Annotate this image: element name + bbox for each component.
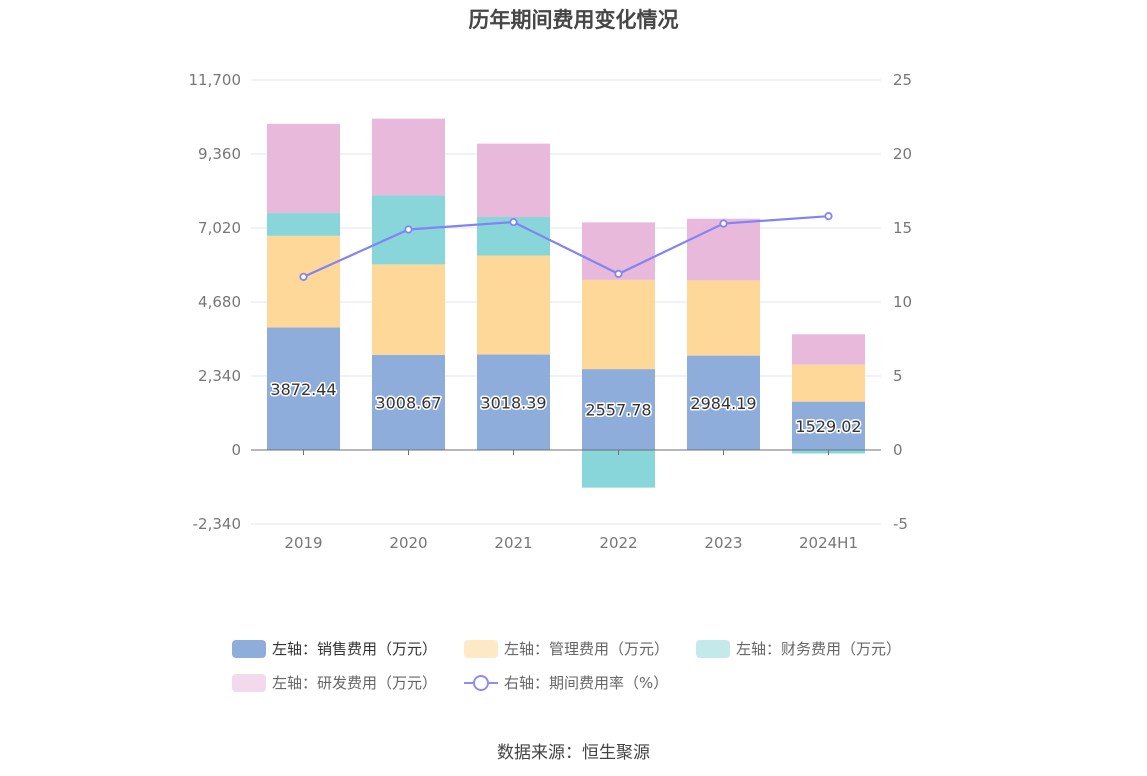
legend-label-sales: 左轴：销售费用（万元） [272,640,438,658]
left-tick-label: 9,360 [198,145,241,163]
rate-point [614,269,623,278]
bar-segment-3 [267,213,340,236]
x-tick-label: 2024H1 [799,534,858,552]
legend-swatch-finance [696,639,730,658]
legend-label-rate: 右轴：期间费用率（%） [504,674,669,692]
grid-lines [251,79,881,525]
bar-segment-2 [477,255,550,355]
bar-segment-2 [267,235,340,328]
bar-value-label: 3008.67 [375,393,441,412]
left-tick-label: 4,680 [198,293,241,311]
left-tick-label: 2,340 [198,367,241,385]
right-tick-label: 20 [893,145,912,163]
legend-item-finance[interactable]: 左轴：财务费用（万元） [696,638,901,659]
chart-title: 历年期间费用变化情况 [468,8,679,32]
bar-segment-1 [372,354,445,450]
rate-point [299,272,308,281]
bar-segment-1 [477,354,550,450]
x-tick-label: 2022 [599,534,637,552]
x-tick-label: 2023 [704,534,742,552]
x-axis [251,449,881,455]
bar-segment-2 [792,364,865,402]
data-source: 数据来源：恒生聚源 [497,743,650,763]
bar-segment-4 [687,218,760,281]
bar-segment-4 [372,118,445,196]
legend-label-rd: 左轴：研发费用（万元） [272,674,438,692]
legend-label-finance: 左轴：财务费用（万元） [736,640,902,658]
legend-item-rd[interactable]: 左轴：研发费用（万元） [232,672,437,693]
rate-point [404,225,413,234]
legend-swatch-admin [464,639,498,658]
left-tick-label: -2,340 [193,515,241,533]
right-axis-ticks: -5 0 5 10 15 20 25 [893,71,912,533]
left-tick-label: 11,700 [189,71,242,89]
right-tick-label: -5 [893,515,908,533]
x-tick-label: 2019 [284,534,322,552]
rate-point [509,217,518,227]
left-axis-ticks: -2,340 0 2,340 4,680 7,020 9,360 11,700 [189,71,242,533]
bar-segment-1 [687,355,760,450]
right-tick-label: 15 [893,219,912,237]
bar-segment-3 [582,450,655,488]
rate-line-path [303,215,829,278]
right-tick-label: 0 [893,441,903,459]
legend-swatch-rd [232,673,266,692]
right-tick-label: 10 [893,293,912,311]
right-tick-label: 5 [893,367,903,385]
left-tick-label: 7,020 [198,219,241,237]
bar-segment-2 [687,280,760,356]
bar-value-label: 2984.19 [690,394,756,413]
bar-segment-4 [477,143,550,217]
legend-swatch-rate [464,674,498,692]
bars [267,118,865,488]
legend-label-admin: 左轴：管理费用（万元） [504,640,670,658]
rate-point [824,212,833,221]
bar-segment-2 [372,264,445,355]
bar-value-label: 1529.02 [795,417,861,436]
bar-value-label: 3018.39 [480,393,546,412]
bar-labels: 3872.44 3008.67 3018.39 2557.78 2984.19 1529.… [269,378,863,437]
left-tick-label: 0 [231,441,241,459]
bar-segment-2 [582,279,655,370]
x-tick-label: 2020 [389,534,427,552]
bar-segment-1 [582,369,655,450]
bar-segment-4 [267,123,340,214]
x-tick-label: 2021 [494,534,532,552]
legend-swatch-sales [232,639,266,658]
legend-item-sales[interactable]: 左轴：销售费用（万元） [232,638,437,659]
rate-point [719,219,728,228]
bar-value-label: 3872.44 [270,380,336,399]
x-axis-ticks: 2019 2020 2021 2022 2023 2024H1 [284,534,858,552]
bar-segment-4 [792,334,865,365]
bar-segment-1 [267,327,340,450]
rate-line [299,212,833,281]
right-tick-label: 25 [893,71,912,89]
legend-item-rate[interactable]: 右轴：期间费用率（%） [464,672,668,693]
legend-item-admin[interactable]: 左轴：管理费用（万元） [464,638,669,659]
bar-value-label: 2557.78 [585,401,651,420]
bar-segment-1 [792,401,865,450]
